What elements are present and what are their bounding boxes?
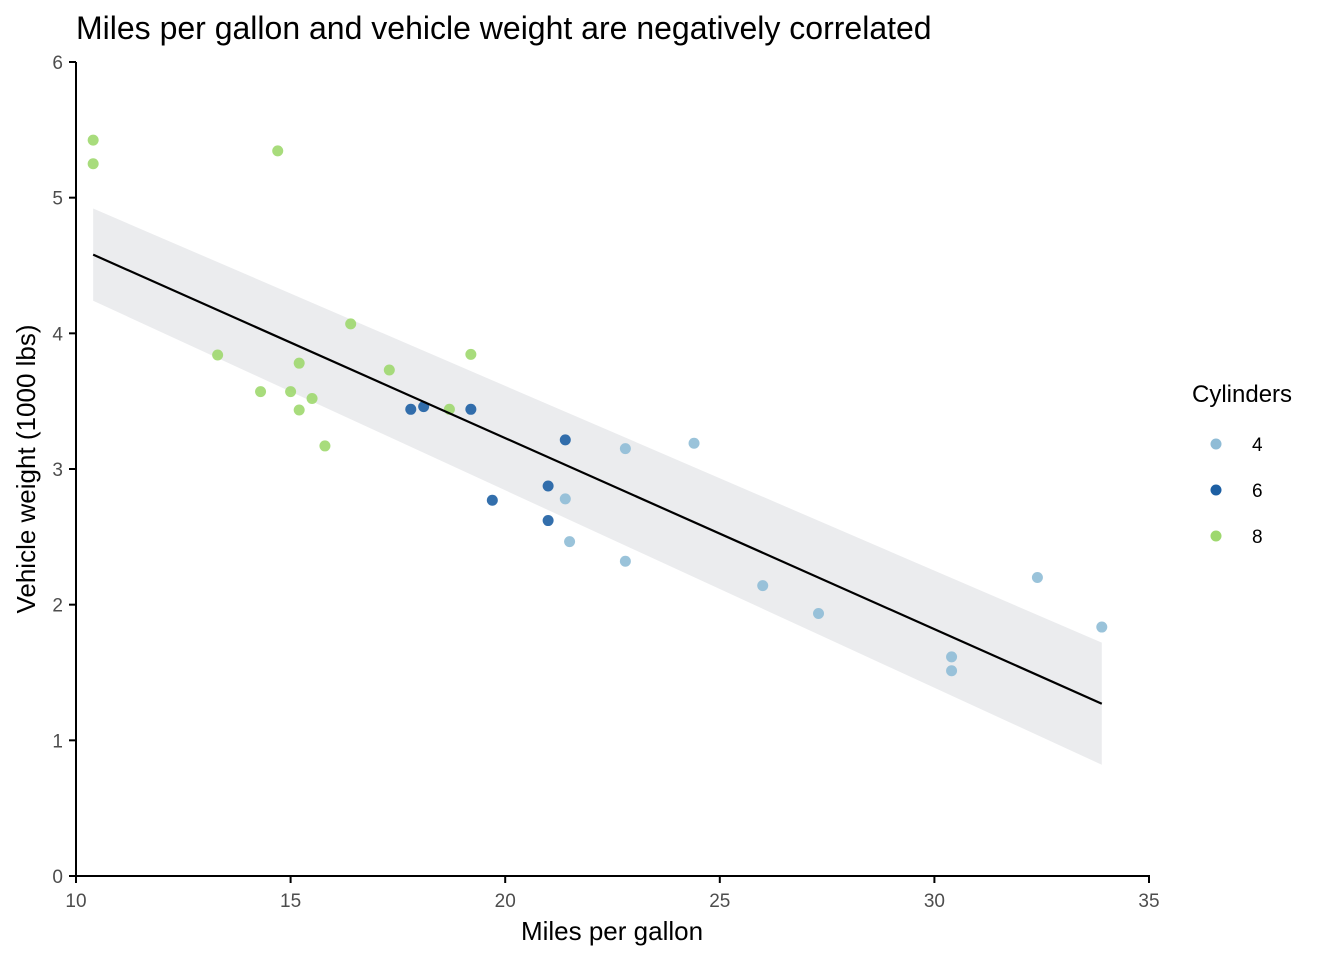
legend: Cylinders 4 6 8 bbox=[1192, 381, 1292, 548]
y-tick-label: 6 bbox=[52, 53, 63, 74]
point-cyl-4-6 bbox=[564, 536, 576, 548]
point-cyl-8-7 bbox=[272, 145, 284, 157]
x-axis-title: Miles per gallon bbox=[521, 916, 703, 946]
point-cyl-4-8 bbox=[757, 580, 769, 592]
point-cyl-8-2 bbox=[345, 318, 357, 330]
x-axis-ticks: 10 15 20 25 30 35 bbox=[65, 876, 1160, 912]
legend-label-6: 6 bbox=[1252, 481, 1263, 502]
point-cyl-4-3 bbox=[1031, 572, 1043, 584]
legend-label-8: 8 bbox=[1252, 527, 1263, 548]
x-tick-label: 30 bbox=[924, 891, 945, 912]
legend-key-4 bbox=[1210, 438, 1222, 450]
point-cyl-6-1 bbox=[542, 480, 554, 492]
point-cyl-4-7 bbox=[813, 607, 825, 619]
point-cyl-6-6 bbox=[486, 494, 498, 506]
point-cyl-8-4 bbox=[293, 357, 305, 369]
y-tick-label: 3 bbox=[52, 460, 63, 481]
y-tick-label: 4 bbox=[52, 324, 63, 345]
point-cyl-8-1 bbox=[255, 386, 267, 398]
y-axis-ticks: 0 1 2 3 4 5 6 bbox=[52, 53, 76, 888]
point-cyl-6-2 bbox=[559, 434, 571, 446]
point-cyl-8-5 bbox=[87, 158, 99, 170]
x-tick-label: 25 bbox=[709, 891, 730, 912]
legend-label-4: 4 bbox=[1252, 435, 1263, 456]
x-tick-label: 15 bbox=[280, 891, 301, 912]
legend-key-8 bbox=[1210, 530, 1222, 542]
point-cyl-8-10 bbox=[212, 349, 224, 361]
point-cyl-4-0 bbox=[619, 443, 631, 455]
point-cyl-4-1 bbox=[688, 437, 700, 449]
point-cyl-4-4 bbox=[946, 651, 958, 663]
point-cyl-8-12 bbox=[319, 440, 331, 452]
points-layer bbox=[87, 134, 1108, 677]
plot-area bbox=[87, 134, 1108, 765]
point-cyl-8-6 bbox=[87, 134, 99, 146]
trend-line bbox=[92, 253, 1103, 705]
point-cyl-4-2 bbox=[619, 555, 631, 567]
point-cyl-4-5 bbox=[1096, 621, 1108, 633]
chart-title: Miles per gallon and vehicle weight are … bbox=[76, 10, 932, 46]
point-cyl-6-4 bbox=[465, 403, 477, 415]
point-cyl-6-0 bbox=[542, 515, 554, 527]
legend-key-6 bbox=[1210, 484, 1222, 496]
point-cyl-8-13 bbox=[285, 386, 297, 398]
legend-title: Cylinders bbox=[1192, 381, 1292, 408]
point-cyl-8-3 bbox=[383, 364, 395, 376]
legend-entries: 4 6 8 bbox=[1210, 435, 1263, 548]
confidence-band bbox=[93, 208, 1102, 765]
y-tick-label: 1 bbox=[52, 731, 63, 752]
x-tick-label: 10 bbox=[65, 891, 86, 912]
y-tick-label: 2 bbox=[52, 596, 63, 617]
x-tick-label: 35 bbox=[1138, 891, 1159, 912]
point-cyl-6-5 bbox=[405, 403, 417, 415]
point-cyl-4-9 bbox=[946, 665, 958, 677]
y-tick-label: 0 bbox=[52, 867, 63, 888]
point-cyl-8-9 bbox=[293, 404, 305, 416]
y-tick-label: 5 bbox=[52, 189, 63, 210]
point-cyl-4-10 bbox=[559, 493, 571, 505]
point-cyl-8-11 bbox=[465, 348, 477, 360]
point-cyl-8-8 bbox=[306, 392, 318, 404]
x-tick-label: 20 bbox=[495, 891, 516, 912]
y-axis-title: Vehicle weight (1000 lbs) bbox=[11, 324, 41, 613]
